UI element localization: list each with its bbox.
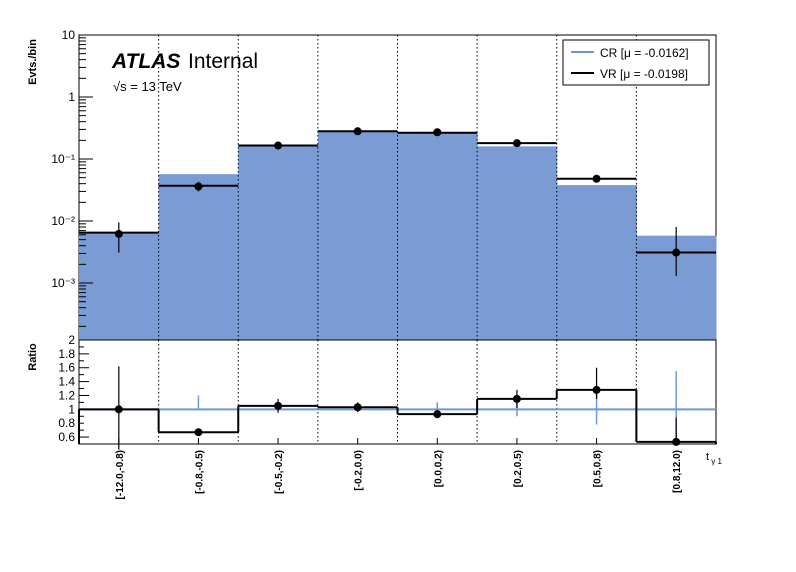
internal-label: Internal — [188, 50, 258, 73]
x-category-label: [0.8,12.0) — [672, 450, 683, 493]
legend-vr-label: VR [μ = -0.0198] — [600, 67, 688, 81]
vr-point — [592, 174, 601, 183]
ratio-points-group — [114, 366, 681, 450]
vr-point — [114, 229, 123, 238]
ratio-y-tick-label: 1 — [68, 402, 75, 416]
ratio-y-tick-label: 2 — [68, 333, 75, 347]
legend-cr-label: CR [μ = -0.0162] — [600, 46, 689, 60]
x-category-label: [-0.2,0.0) — [354, 450, 365, 491]
y-tick-label: 10⁻³ — [51, 276, 75, 290]
x-category-label: [-0.8,-0.5) — [194, 450, 205, 494]
ratio-y-axis-label: Ratio — [27, 343, 39, 371]
x-category-label: [0.5,0.8) — [593, 450, 604, 487]
cr-bar — [238, 146, 319, 340]
vr-point — [274, 141, 283, 150]
ratio-point — [274, 401, 283, 410]
y-tick-label: 10⁻¹ — [51, 152, 75, 166]
ratio-y-tick-label: 0.8 — [58, 416, 75, 430]
vr-point — [672, 248, 681, 257]
legend-box — [562, 39, 710, 86]
x-category-label: [-0.5,-0.2) — [274, 450, 285, 494]
atlas-label: ATLAS — [111, 50, 180, 73]
vr-point — [433, 128, 442, 137]
ratio-y-tick-label: 1.6 — [58, 361, 75, 375]
ratio-cr-group — [79, 371, 716, 441]
vr-points-group — [114, 127, 681, 276]
ratio-point — [114, 405, 123, 414]
y-tick-label: 10⁻² — [51, 214, 75, 228]
ratio-bin-divider-group — [158, 340, 637, 444]
energy-label: √s = 13 TeV — [113, 79, 182, 94]
legend: CR [μ = -0.0162] VR [μ = -0.0198] — [562, 39, 710, 86]
main-y-axis-label: Evts./bin — [27, 39, 39, 85]
cr-bar — [317, 131, 398, 340]
ratio-y-tick-label: 1.8 — [58, 347, 75, 361]
vr-point — [353, 127, 362, 136]
ratio-point — [194, 428, 203, 437]
cr-bar — [158, 174, 239, 340]
x-category-label: [-12.0,-0.8) — [115, 450, 126, 499]
y-tick-label: 1 — [68, 90, 75, 104]
cr-bar — [556, 185, 637, 340]
ratio-point — [353, 403, 362, 412]
ratio-y-ticks: 21.81.61.41.210.80.6 — [58, 333, 89, 445]
y-tick-label: 10 — [62, 28, 76, 42]
x-axis-label: t γ 1 — [706, 451, 723, 466]
ratio-y-tick-label: 1.4 — [58, 375, 75, 389]
ratio-point — [592, 385, 601, 394]
vr-point — [194, 182, 203, 191]
ratio-point — [433, 410, 442, 419]
ratio-y-tick-label: 0.6 — [58, 430, 75, 444]
ratio-y-tick-label: 1.2 — [58, 388, 75, 402]
x-category-label: [0.2,0.5) — [513, 450, 524, 487]
ratio-point — [512, 394, 521, 403]
vr-point — [512, 139, 521, 148]
cr-bar — [477, 146, 558, 340]
x-category-labels: [-12.0,-0.8) [-0.8,-0.5) [-0.5,-0.2) [-0.2,… — [115, 438, 683, 499]
cr-bar — [397, 132, 478, 340]
x-category-label: [0.0,0.2) — [433, 450, 444, 487]
main-y-ticks: 10 1 10⁻¹ 10⁻² 10⁻³ — [51, 28, 93, 327]
bin-divider-group — [158, 35, 637, 340]
